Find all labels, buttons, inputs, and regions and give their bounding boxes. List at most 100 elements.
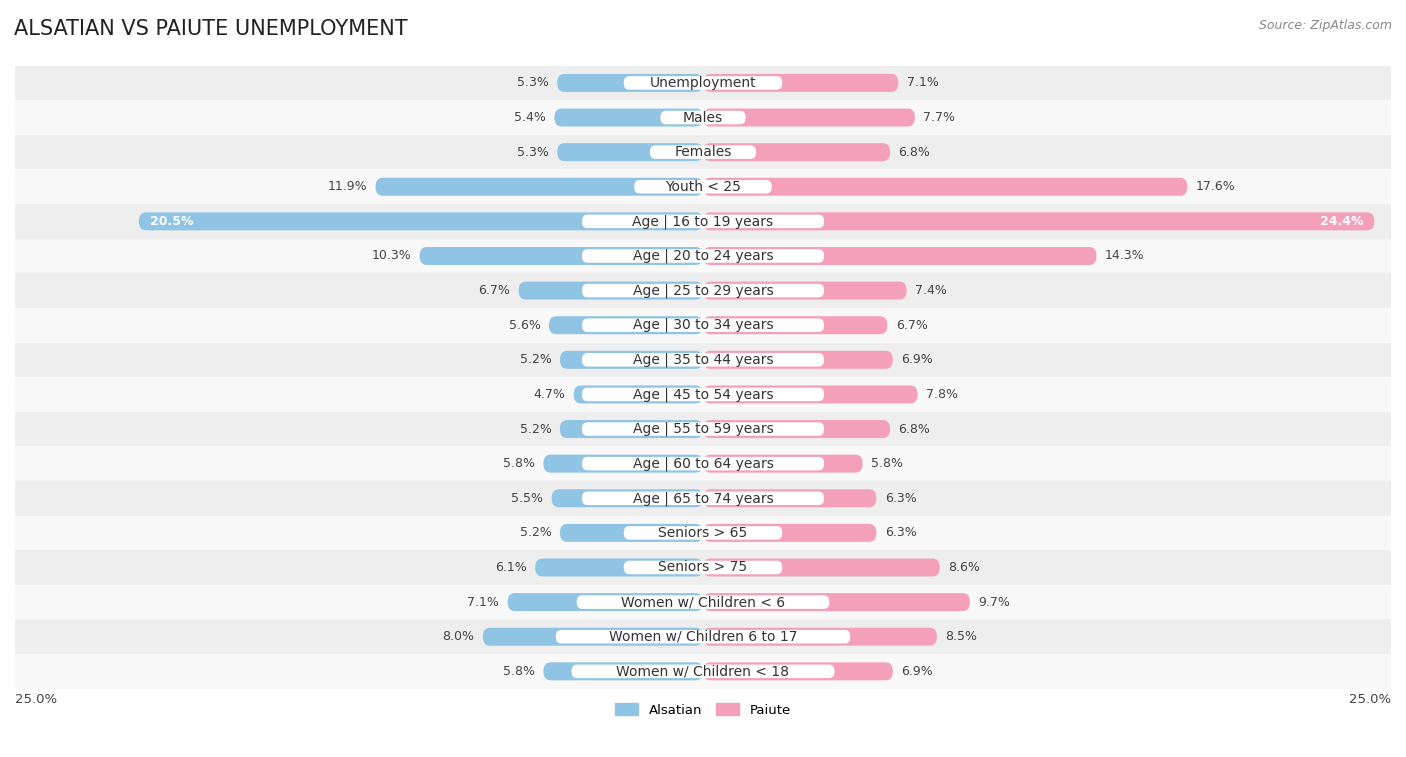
Text: 7.1%: 7.1% <box>467 596 499 609</box>
FancyBboxPatch shape <box>582 319 824 332</box>
Bar <box>15 377 1391 412</box>
Text: 6.3%: 6.3% <box>884 492 917 505</box>
Text: Unemployment: Unemployment <box>650 76 756 90</box>
Text: 6.9%: 6.9% <box>901 665 934 678</box>
Text: 7.8%: 7.8% <box>927 388 957 401</box>
Bar <box>15 66 1391 100</box>
FancyBboxPatch shape <box>634 180 772 194</box>
Bar <box>15 238 1391 273</box>
Text: Age | 30 to 34 years: Age | 30 to 34 years <box>633 318 773 332</box>
Text: Seniors > 65: Seniors > 65 <box>658 526 748 540</box>
Text: ALSATIAN VS PAIUTE UNEMPLOYMENT: ALSATIAN VS PAIUTE UNEMPLOYMENT <box>14 19 408 39</box>
Text: Youth < 25: Youth < 25 <box>665 179 741 194</box>
Bar <box>15 516 1391 550</box>
Text: 6.8%: 6.8% <box>898 422 931 435</box>
Text: 5.8%: 5.8% <box>503 665 536 678</box>
FancyBboxPatch shape <box>703 108 915 126</box>
Bar <box>15 481 1391 516</box>
Bar <box>15 447 1391 481</box>
FancyBboxPatch shape <box>557 143 703 161</box>
Bar <box>15 412 1391 447</box>
FancyBboxPatch shape <box>650 145 756 159</box>
FancyBboxPatch shape <box>703 420 890 438</box>
Text: 8.0%: 8.0% <box>443 631 475 643</box>
Text: 25.0%: 25.0% <box>1348 693 1391 706</box>
Text: Age | 35 to 44 years: Age | 35 to 44 years <box>633 353 773 367</box>
Text: Males: Males <box>683 111 723 125</box>
Text: 9.7%: 9.7% <box>979 596 1010 609</box>
FancyBboxPatch shape <box>661 111 745 124</box>
Text: 4.7%: 4.7% <box>533 388 565 401</box>
FancyBboxPatch shape <box>703 143 890 161</box>
FancyBboxPatch shape <box>703 593 970 611</box>
Text: 8.5%: 8.5% <box>945 631 977 643</box>
Text: 6.3%: 6.3% <box>884 526 917 540</box>
Legend: Alsatian, Paiute: Alsatian, Paiute <box>609 698 797 722</box>
Text: 11.9%: 11.9% <box>328 180 367 193</box>
Text: Source: ZipAtlas.com: Source: ZipAtlas.com <box>1258 19 1392 32</box>
Text: Age | 65 to 74 years: Age | 65 to 74 years <box>633 491 773 506</box>
Text: 7.1%: 7.1% <box>907 76 939 89</box>
FancyBboxPatch shape <box>555 630 851 643</box>
FancyBboxPatch shape <box>703 282 907 300</box>
Bar <box>15 204 1391 238</box>
FancyBboxPatch shape <box>548 316 703 334</box>
Bar <box>15 654 1391 689</box>
Bar <box>15 342 1391 377</box>
FancyBboxPatch shape <box>419 247 703 265</box>
Text: Women w/ Children < 18: Women w/ Children < 18 <box>616 665 790 678</box>
FancyBboxPatch shape <box>703 350 893 369</box>
Text: 5.6%: 5.6% <box>509 319 541 332</box>
FancyBboxPatch shape <box>703 662 893 681</box>
FancyBboxPatch shape <box>703 559 939 577</box>
Text: 5.4%: 5.4% <box>515 111 546 124</box>
FancyBboxPatch shape <box>560 524 703 542</box>
Text: 25.0%: 25.0% <box>15 693 58 706</box>
Text: 17.6%: 17.6% <box>1195 180 1236 193</box>
Text: Women w/ Children < 6: Women w/ Children < 6 <box>621 595 785 609</box>
FancyBboxPatch shape <box>624 561 782 575</box>
FancyBboxPatch shape <box>703 385 918 403</box>
Bar <box>15 135 1391 170</box>
Text: Age | 20 to 24 years: Age | 20 to 24 years <box>633 249 773 263</box>
Text: 6.7%: 6.7% <box>896 319 928 332</box>
FancyBboxPatch shape <box>543 662 703 681</box>
FancyBboxPatch shape <box>519 282 703 300</box>
FancyBboxPatch shape <box>139 213 703 230</box>
Text: Age | 60 to 64 years: Age | 60 to 64 years <box>633 456 773 471</box>
Text: 6.7%: 6.7% <box>478 284 510 297</box>
Text: 5.2%: 5.2% <box>520 422 551 435</box>
FancyBboxPatch shape <box>582 284 824 298</box>
FancyBboxPatch shape <box>703 316 887 334</box>
FancyBboxPatch shape <box>482 628 703 646</box>
FancyBboxPatch shape <box>582 353 824 366</box>
FancyBboxPatch shape <box>582 249 824 263</box>
FancyBboxPatch shape <box>582 491 824 505</box>
Text: Age | 16 to 19 years: Age | 16 to 19 years <box>633 214 773 229</box>
FancyBboxPatch shape <box>703 524 876 542</box>
FancyBboxPatch shape <box>571 665 835 678</box>
FancyBboxPatch shape <box>624 76 782 89</box>
FancyBboxPatch shape <box>703 74 898 92</box>
FancyBboxPatch shape <box>574 385 703 403</box>
FancyBboxPatch shape <box>560 350 703 369</box>
Text: Women w/ Children 6 to 17: Women w/ Children 6 to 17 <box>609 630 797 643</box>
Bar <box>15 619 1391 654</box>
FancyBboxPatch shape <box>703 247 1097 265</box>
Text: 6.9%: 6.9% <box>901 354 934 366</box>
Text: Seniors > 75: Seniors > 75 <box>658 560 748 575</box>
FancyBboxPatch shape <box>582 215 824 228</box>
Text: 24.4%: 24.4% <box>1320 215 1364 228</box>
Text: 5.5%: 5.5% <box>512 492 543 505</box>
Text: 5.8%: 5.8% <box>503 457 536 470</box>
FancyBboxPatch shape <box>582 422 824 436</box>
Text: 5.8%: 5.8% <box>870 457 903 470</box>
Text: 7.7%: 7.7% <box>924 111 955 124</box>
Text: 20.5%: 20.5% <box>150 215 194 228</box>
Bar <box>15 273 1391 308</box>
Bar <box>15 308 1391 342</box>
Text: Age | 45 to 54 years: Age | 45 to 54 years <box>633 387 773 402</box>
FancyBboxPatch shape <box>560 420 703 438</box>
Text: 5.3%: 5.3% <box>517 145 548 159</box>
Text: 5.2%: 5.2% <box>520 354 551 366</box>
